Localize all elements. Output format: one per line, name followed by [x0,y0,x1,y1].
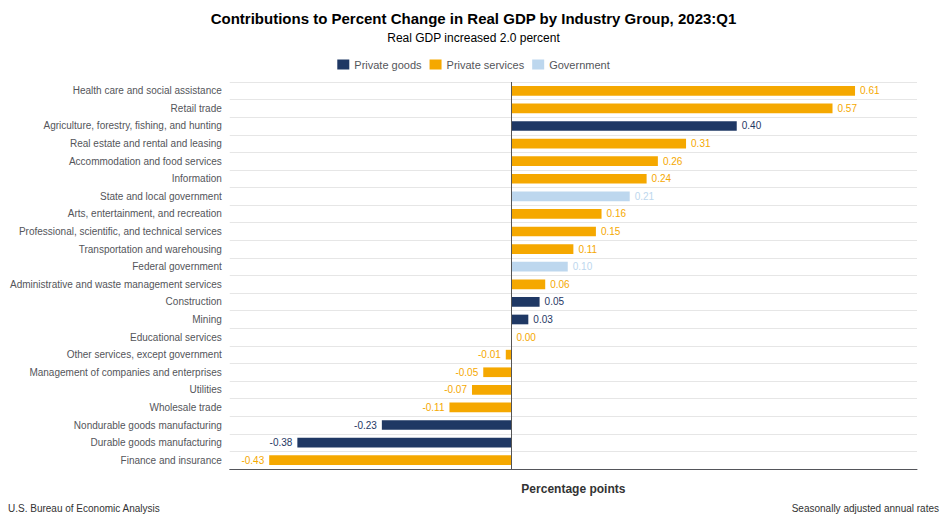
svg-text:0.05: 0.05 [545,296,565,307]
svg-text:Administrative and waste manag: Administrative and waste management serv… [10,279,222,290]
svg-text:0.26: 0.26 [663,156,683,167]
svg-text:Other services, except governm: Other services, except government [67,349,222,360]
svg-text:0.24: 0.24 [652,173,672,184]
svg-text:0.06: 0.06 [550,279,570,290]
svg-text:Real GDP increased 2.0 percent: Real GDP increased 2.0 percent [387,31,560,45]
svg-text:Agriculture, forestry, fishing: Agriculture, forestry, fishing, and hunt… [44,120,222,131]
svg-text:0.15: 0.15 [601,226,621,237]
svg-text:Percentage points: Percentage points [521,482,625,496]
svg-text:Durable goods manufacturing: Durable goods manufacturing [91,437,222,448]
svg-text:Mining: Mining [192,314,221,325]
svg-text:Accommodation and food service: Accommodation and food services [69,156,222,167]
svg-text:-0.05: -0.05 [455,367,478,378]
svg-text:Private goods: Private goods [354,59,422,71]
svg-text:Educational services: Educational services [130,332,222,343]
svg-text:0.11: 0.11 [578,244,597,255]
svg-text:-0.11: -0.11 [422,402,444,413]
svg-text:-0.07: -0.07 [444,384,467,395]
svg-text:Information: Information [172,173,222,184]
svg-text:0.31: 0.31 [691,138,711,149]
svg-text:0.03: 0.03 [533,314,553,325]
svg-text:Government: Government [549,59,610,71]
svg-text:Federal government: Federal government [132,261,222,272]
svg-text:Seasonally adjusted annual rat: Seasonally adjusted annual rates [792,503,939,514]
svg-text:Professional, scientific, and: Professional, scientific, and technical … [19,226,222,237]
svg-text:Utilities: Utilities [190,384,222,395]
svg-text:State and local government: State and local government [100,191,222,202]
svg-text:Transportation and warehousing: Transportation and warehousing [79,244,222,255]
svg-text:Health care and social assista: Health care and social assistance [73,85,222,96]
svg-text:Finance and insurance: Finance and insurance [121,455,223,466]
svg-text:U.S. Bureau of Economic Analys: U.S. Bureau of Economic Analysis [8,503,160,514]
svg-text:Contributions to Percent Chang: Contributions to Percent Change in Real … [211,10,737,27]
svg-text:0.00: 0.00 [516,332,536,343]
svg-text:-0.38: -0.38 [270,437,293,448]
svg-text:-0.43: -0.43 [241,455,264,466]
svg-text:Arts, entertainment, and recre: Arts, entertainment, and recreation [68,208,222,219]
svg-text:Nondurable goods manufacturing: Nondurable goods manufacturing [74,420,222,431]
svg-text:0.61: 0.61 [860,85,880,96]
svg-text:Construction: Construction [166,296,222,307]
svg-text:0.16: 0.16 [607,208,627,219]
svg-text:-0.01: -0.01 [478,349,501,360]
svg-text:Wholesale trade: Wholesale trade [149,402,222,413]
svg-text:0.57: 0.57 [838,103,858,114]
svg-text:Retail trade: Retail trade [171,103,223,114]
svg-text:-0.23: -0.23 [354,420,377,431]
svg-text:0.10: 0.10 [573,261,593,272]
svg-text:Private services: Private services [447,59,525,71]
svg-text:Real estate and rental and lea: Real estate and rental and leasing [70,138,222,149]
svg-text:0.21: 0.21 [635,191,655,202]
svg-text:0.40: 0.40 [742,120,762,131]
svg-text:Management of companies and en: Management of companies and enterprises [29,367,221,378]
